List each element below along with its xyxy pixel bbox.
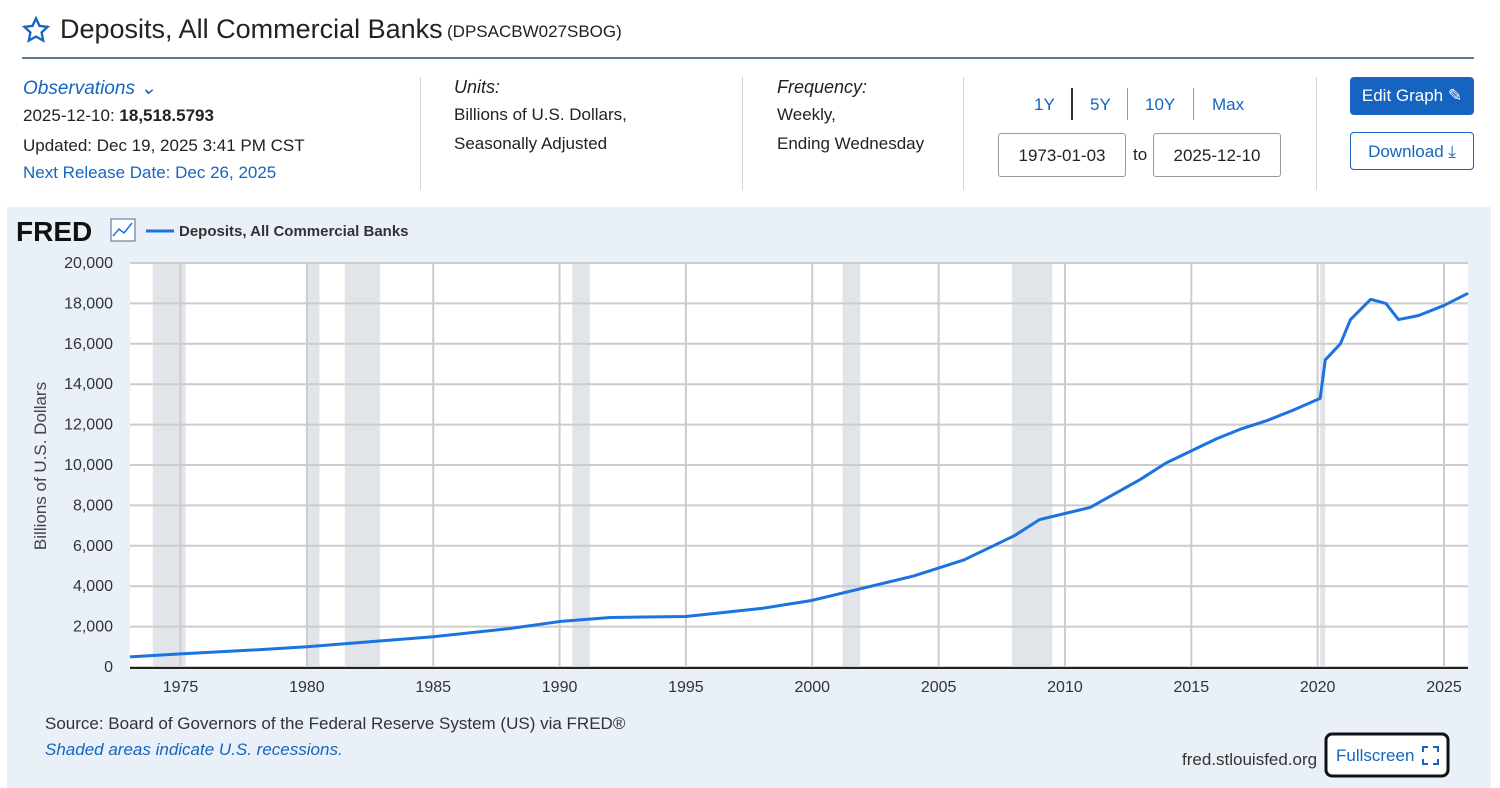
y-tick-label: 0 bbox=[104, 659, 113, 676]
edit-graph-button[interactable]: Edit Graph ✎ bbox=[1350, 77, 1474, 115]
range-button[interactable]: 5Y bbox=[1090, 95, 1111, 114]
recession-band bbox=[1011, 263, 1053, 667]
next-release[interactable]: Next Release Date: Dec 26, 2025 bbox=[23, 163, 277, 182]
range-button[interactable]: 1Y bbox=[1034, 95, 1055, 114]
range-divider bbox=[1127, 88, 1128, 120]
header-rule bbox=[22, 57, 1474, 59]
recession-band bbox=[152, 263, 186, 667]
series-line bbox=[129, 291, 1469, 659]
recession-band bbox=[1320, 263, 1326, 667]
chart-panel bbox=[7, 207, 1491, 788]
y-axis-label: Billions of U.S. Dollars bbox=[31, 382, 50, 550]
updated: Updated: Dec 19, 2025 3:41 PM CST bbox=[23, 136, 305, 155]
y-tick-label: 16,000 bbox=[64, 336, 113, 353]
y-tick-label: 14,000 bbox=[64, 376, 113, 393]
recession-band bbox=[344, 263, 381, 667]
y-tick-label: 20,000 bbox=[64, 255, 113, 272]
recession-note: Shaded areas indicate U.S. recessions. bbox=[45, 740, 343, 759]
x-tick-label: 2005 bbox=[921, 679, 957, 696]
logo-icon bbox=[110, 218, 136, 242]
fullscreen-icon bbox=[1422, 746, 1439, 765]
fullscreen-button[interactable] bbox=[1324, 732, 1450, 778]
y-tick-label: 10,000 bbox=[64, 457, 113, 474]
source: Source: Board of Governors of the Federa… bbox=[45, 714, 626, 733]
x-tick-label: 1990 bbox=[542, 679, 578, 696]
observation: 2025-12-10: 18,518.5793 bbox=[23, 106, 214, 126]
separator bbox=[742, 77, 743, 190]
x-tick-label: 2000 bbox=[794, 679, 830, 696]
range-divider bbox=[1193, 88, 1194, 120]
range-button[interactable]: 10Y bbox=[1145, 95, 1176, 114]
range-divider bbox=[1071, 88, 1073, 120]
units-line: Billions of U.S. Dollars, bbox=[454, 105, 627, 124]
logo-icon-line bbox=[112, 222, 133, 237]
frequency-label: Frequency: bbox=[777, 77, 868, 97]
site: fred.stlouisfed.org bbox=[1182, 750, 1317, 769]
observations-toggle[interactable]: Observations ⌄ bbox=[23, 78, 157, 99]
recession-band bbox=[306, 263, 320, 667]
title: Deposits, All Commercial Banks bbox=[60, 14, 443, 44]
x-tick-label: 2010 bbox=[1047, 679, 1083, 696]
x-tick-label: 1980 bbox=[289, 679, 325, 696]
plot-area bbox=[130, 263, 1468, 667]
separator bbox=[963, 77, 964, 190]
x-tick-label: 1985 bbox=[415, 679, 451, 696]
x-tick-label: 1975 bbox=[163, 679, 199, 696]
observation-value: 18,518.5793 bbox=[119, 106, 214, 125]
fullscreen-label: Fullscreen bbox=[1336, 746, 1414, 765]
recession-band bbox=[572, 263, 590, 667]
separator bbox=[420, 77, 421, 190]
fred-logo: FRED bbox=[16, 216, 92, 247]
download-label: Download bbox=[1368, 142, 1444, 161]
y-tick-label: 6,000 bbox=[73, 538, 113, 555]
y-tick-label: 4,000 bbox=[73, 578, 113, 595]
frequency-line: Weekly, bbox=[777, 105, 836, 124]
x-tick-label: 2020 bbox=[1300, 679, 1336, 696]
y-tick-label: 8,000 bbox=[73, 497, 113, 514]
observation-date: 2025-12-10: bbox=[23, 106, 115, 125]
end-date-input[interactable]: 2025-12-10 bbox=[1153, 133, 1281, 177]
range-button[interactable]: Max bbox=[1212, 95, 1245, 114]
x-tick-label: 2025 bbox=[1426, 679, 1462, 696]
start-date-input[interactable]: 1973-01-03 bbox=[998, 133, 1126, 177]
units-line: Seasonally Adjusted bbox=[454, 134, 608, 153]
x-tick-label: 1995 bbox=[668, 679, 704, 696]
recession-band bbox=[842, 263, 861, 667]
y-tick-label: 12,000 bbox=[64, 417, 113, 434]
series-id: (DPSACBW027SBOG) bbox=[447, 22, 622, 41]
frequency-line: Ending Wednesday bbox=[777, 134, 925, 153]
observations-label: Observations bbox=[23, 78, 135, 99]
units-label: Units: bbox=[454, 77, 501, 97]
y-tick-label: 18,000 bbox=[64, 295, 113, 312]
legend-label: Deposits, All Commercial Banks bbox=[179, 223, 409, 240]
x-tick-label: 2015 bbox=[1174, 679, 1210, 696]
favorite-star[interactable] bbox=[22, 16, 50, 44]
edit-graph-label: Edit Graph bbox=[1361, 86, 1444, 105]
y-tick-label: 2,000 bbox=[73, 619, 113, 636]
download-button[interactable]: Download ⤓ bbox=[1350, 132, 1474, 170]
to-label: to bbox=[1133, 145, 1148, 164]
separator bbox=[1316, 77, 1317, 190]
